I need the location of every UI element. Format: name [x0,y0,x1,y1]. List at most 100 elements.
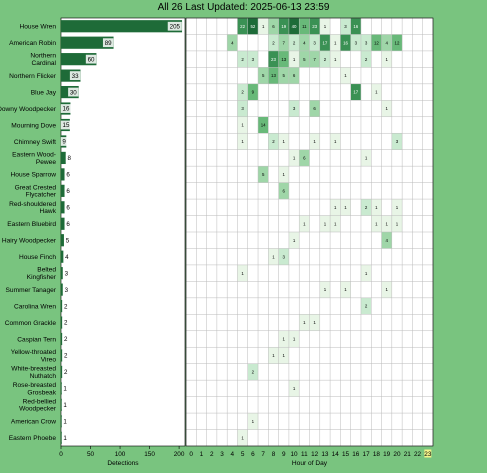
heat-cell [391,133,403,150]
bar-count-bg [167,21,182,31]
heat-cell-value: 5 [262,73,265,78]
species-label: Cardinal [31,60,56,67]
heat-cell-value: 1 [365,156,368,161]
species-label: Chimney Swift [14,139,56,146]
heat-cell-value: 2 [365,57,368,62]
bar-count-bg [61,400,69,410]
bar-count-label: 89 [105,40,112,47]
bar-count-bg [69,71,81,81]
heat-cell [288,67,300,84]
heat-cell [350,83,361,101]
hour-tick-label: 23 [424,451,432,458]
heat-cell-value: 2 [252,370,255,375]
species-label: Hawk [40,208,57,215]
bar-count-label: 8 [68,155,72,162]
heat-cell [237,429,248,446]
bar-count-label: 1 [63,402,67,409]
heat-cell-value: 23 [271,57,276,62]
heat-cell [381,50,392,68]
heat-cell-value: 1 [344,73,347,78]
heat-cell-value: 6 [283,188,286,193]
heatmap-panel: 22 52 1 6 19 40 11 23 1 3 164 2 7 2 4 3 17 1 16 3 3 12 4 122 3 23… [185,17,434,467]
heat-cell [268,50,279,68]
bar-count-label: 2 [64,320,68,327]
heat-cell [330,50,341,68]
bar-count-label: 1 [63,419,67,426]
bar [61,217,65,230]
species-label: Eastern Phoebe [9,435,57,442]
species-label: Red-shouldered [9,201,56,208]
heat-cell [299,149,310,167]
species-label: House Wren [19,24,56,31]
heat-cell-value: 1 [385,221,388,226]
hour-tick-label: 14 [332,451,340,458]
heat-cell [299,34,310,51]
heat-cell-value: 7 [283,40,286,45]
bar [61,283,63,296]
heat-cell [319,50,331,68]
heat-cell [237,264,248,282]
heat-cell [350,18,361,35]
bar-count-bg [60,120,72,130]
heat-cell [288,330,300,348]
heat-cell [299,314,310,331]
bar [61,20,183,33]
hour-tick-label: 19 [383,451,391,458]
heat-cell [371,34,382,51]
bar [61,316,63,329]
heat-cell-value: 2 [241,57,244,62]
heat-cell-value: 3 [283,254,286,259]
bar-count-label: 2 [64,369,68,376]
bar-count-label: 6 [66,221,70,228]
hour-tick-label: 7 [261,451,265,458]
bar [61,299,63,313]
bar-count-label: 33 [72,73,79,80]
species-label: White-breasted [11,365,56,372]
bar-count-bg [62,301,70,311]
heat-cell [371,199,382,216]
x-tick-label: 150 [144,451,155,458]
bar-count-label: 30 [70,89,77,96]
heat-cell-value: 4 [231,40,234,45]
species-label: Flycatcher [26,192,57,199]
heat-cell-value: 2 [241,90,244,95]
heat-cell-value: 1 [313,139,316,144]
heat-cell-value: 2 [293,40,296,45]
heat-cell-value: 1 [293,57,296,62]
heat-cell-value: 1 [283,337,286,342]
heat-cell-value: 1 [283,353,286,358]
bar-count-label: 2 [64,303,68,310]
heat-cell-value: 1 [396,221,399,226]
bar-count-bg [62,285,70,295]
heat-cell [288,380,300,397]
heat-cell-value: 1 [396,205,399,210]
heat-cell [247,413,259,430]
heat-cell [371,83,382,101]
heat-cell-value: 1 [324,24,327,29]
heat-cell [391,215,403,232]
species-label: Hairy Woodpecker [2,238,57,245]
heat-cell-value: 1 [344,287,347,292]
heat-cell [360,297,372,315]
hour-tick-label: 6 [251,451,255,458]
heat-cell [381,34,392,51]
heat-cell [340,281,351,298]
heat-cell [330,133,341,150]
hour-tick-label: 11 [301,451,308,458]
heat-cell [278,34,289,51]
heat-cell-value: 1 [293,386,296,391]
bar-count-bg [64,186,72,196]
x-axis-title: Detections [107,460,139,467]
heatmap-frame [185,17,434,447]
species-label: Mourning Dove [11,122,56,129]
heat-cell-value: 1 [272,254,275,259]
heat-cell [268,18,279,35]
heat-cell [278,133,289,150]
heat-cell [258,67,269,84]
heat-cell [288,50,300,68]
heat-cell-value: 1 [334,40,337,45]
heat-cell [268,67,279,84]
species-label: Belted [37,267,56,274]
bar-count-bg [65,153,73,163]
heat-cell [350,34,361,51]
